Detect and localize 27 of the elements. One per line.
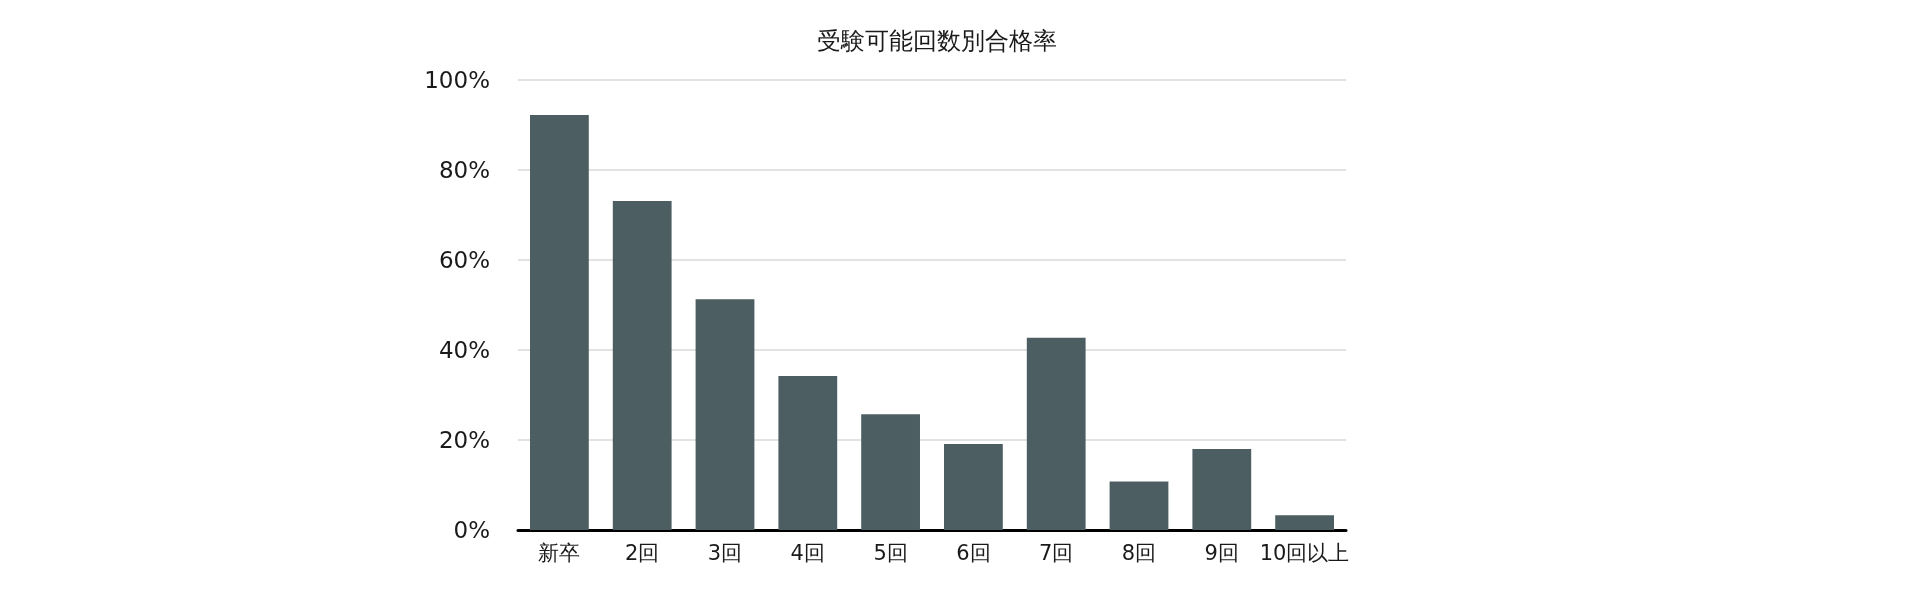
bar (695, 299, 755, 530)
x-tick-label: 5回 (873, 540, 908, 565)
bar (612, 201, 672, 530)
y-tick-label: 40% (438, 337, 490, 363)
bar (1275, 515, 1334, 530)
y-tick-label: 100% (424, 67, 490, 93)
x-tick-label: 2回 (625, 540, 660, 565)
bar (778, 376, 838, 530)
chart-title: 受験可能回数別合格率 (817, 27, 1057, 55)
bar (530, 115, 589, 530)
x-tick-label: 7回 (1039, 540, 1074, 565)
x-tick-label: 9回 (1204, 540, 1239, 565)
y-tick-label: 0% (453, 517, 490, 543)
x-tick-label: 8回 (1121, 540, 1157, 565)
x-tick-label: 10回以上 (1259, 540, 1350, 565)
x-tick-label: 6回 (956, 540, 991, 565)
y-tick-label: 20% (438, 427, 490, 453)
x-tick-label: 新卒 (538, 540, 581, 565)
bar (1026, 337, 1086, 530)
bar (944, 444, 1003, 530)
x-tick-label: 4回 (790, 540, 825, 565)
x-tick-label: 3回 (707, 540, 743, 565)
y-tick-label: 60% (438, 247, 490, 273)
bar (1192, 449, 1252, 530)
bar (1109, 481, 1169, 530)
y-tick-label: 80% (438, 157, 490, 183)
bar (861, 414, 920, 530)
